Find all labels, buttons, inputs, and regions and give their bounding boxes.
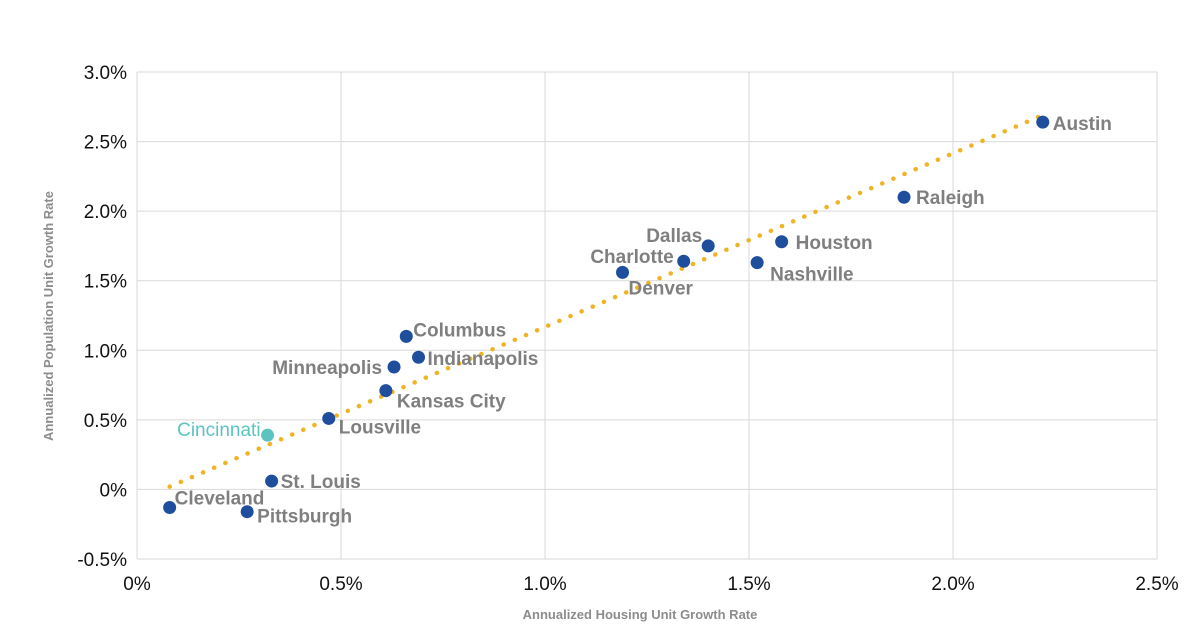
label-austin: Austin [1053,114,1112,135]
point-dallas [701,239,715,253]
x-tick-label: 2.0% [931,574,974,595]
label-cincinnati: Cincinnati [177,420,260,441]
label-nashville: Nashville [770,265,853,286]
y-tick-label: 2.5% [84,133,127,154]
x-axis-title: Annualized Housing Unit Growth Rate [523,607,758,622]
label-columbus: Columbus [413,320,506,341]
point-raleigh [897,190,911,204]
x-tick-label: 1.5% [727,574,770,595]
point-nashville [750,256,764,270]
label-st-louis: St. Louis [281,472,361,493]
point-cincinnati [261,428,275,442]
label-charlotte: Charlotte [590,247,673,268]
label-indianapolis: Indianapolis [428,349,539,370]
label-minneapolis: Minneapolis [272,358,382,379]
y-tick-label: 1.5% [84,272,127,293]
label-pittsburgh: Pittsburgh [257,507,352,528]
label-cleveland: Cleveland [175,489,265,510]
x-tick-label: 0.5% [319,574,362,595]
point-houston [775,235,789,249]
x-tick-label: 1.0% [523,574,566,595]
trendline [167,112,1046,489]
point-indianapolis [412,350,426,364]
point-minneapolis [387,360,401,374]
y-tick-label: 1.0% [84,341,127,362]
y-tick-label: -0.5% [77,550,127,571]
point-denver [616,265,630,279]
point-kansas-city [379,384,393,398]
y-axis-ticks: -0.5% 0% 0.5% 1.0% 1.5% 2.0% 2.5% 3.0% [77,63,127,571]
y-tick-label: 3.0% [84,63,127,84]
x-tick-label: 0% [123,574,151,595]
point-charlotte [677,254,691,268]
label-raleigh: Raleigh [916,188,985,209]
point-austin [1036,115,1050,129]
label-kansas-city: Kansas City [397,392,506,413]
y-axis-title: Annualized Population Unit Growth Rate [41,191,56,441]
y-tick-label: 0.5% [84,411,127,432]
label-lousville: Lousville [339,417,421,438]
label-houston: Houston [796,233,873,254]
y-tick-label: 2.0% [84,202,127,223]
y-tick-label: 0% [100,480,128,501]
x-tick-label: 2.5% [1135,574,1178,595]
point-st-louis [265,474,279,488]
point-lousville [322,411,336,425]
point-cleveland [163,501,177,515]
label-dallas: Dallas [646,226,702,247]
point-columbus [399,329,413,343]
data-points [163,115,1050,519]
label-denver: Denver [629,278,694,299]
point-labels: Austin Raleigh Houston Nashville DallasCharl… [175,114,1112,528]
point-pittsburgh [240,505,254,519]
grid-lines [136,71,1158,560]
x-axis-ticks: 0% 0.5% 1.0% 1.5% 2.0% 2.5% [123,574,1178,595]
